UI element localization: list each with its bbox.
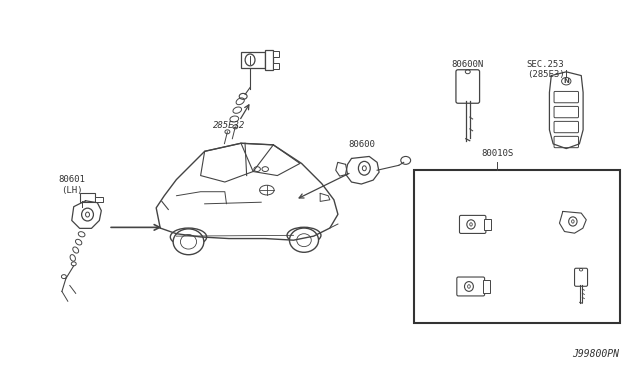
Bar: [413, 170, 620, 323]
FancyBboxPatch shape: [457, 277, 484, 296]
Text: SEC.253
(285E3): SEC.253 (285E3): [527, 60, 564, 79]
Ellipse shape: [173, 229, 204, 255]
FancyBboxPatch shape: [554, 121, 579, 133]
Text: 80600N: 80600N: [452, 60, 484, 69]
FancyBboxPatch shape: [575, 268, 588, 286]
Text: N: N: [563, 78, 569, 84]
Bar: [483, 280, 490, 293]
FancyBboxPatch shape: [554, 106, 579, 118]
Ellipse shape: [289, 228, 319, 252]
Bar: [79, 193, 95, 202]
Text: J99800PN: J99800PN: [572, 349, 620, 359]
Bar: [265, 50, 273, 70]
Bar: [241, 52, 265, 68]
FancyBboxPatch shape: [554, 137, 579, 148]
FancyBboxPatch shape: [456, 70, 479, 103]
Bar: [273, 63, 278, 69]
Text: 285E32: 285E32: [213, 121, 246, 130]
Text: 80010S: 80010S: [481, 150, 513, 158]
Bar: [95, 197, 103, 202]
FancyBboxPatch shape: [460, 215, 486, 234]
Text: 80601
(LH): 80601 (LH): [58, 176, 85, 195]
Text: 80600: 80600: [348, 140, 375, 148]
Bar: [484, 219, 491, 230]
FancyBboxPatch shape: [554, 92, 579, 103]
Bar: [273, 51, 278, 57]
